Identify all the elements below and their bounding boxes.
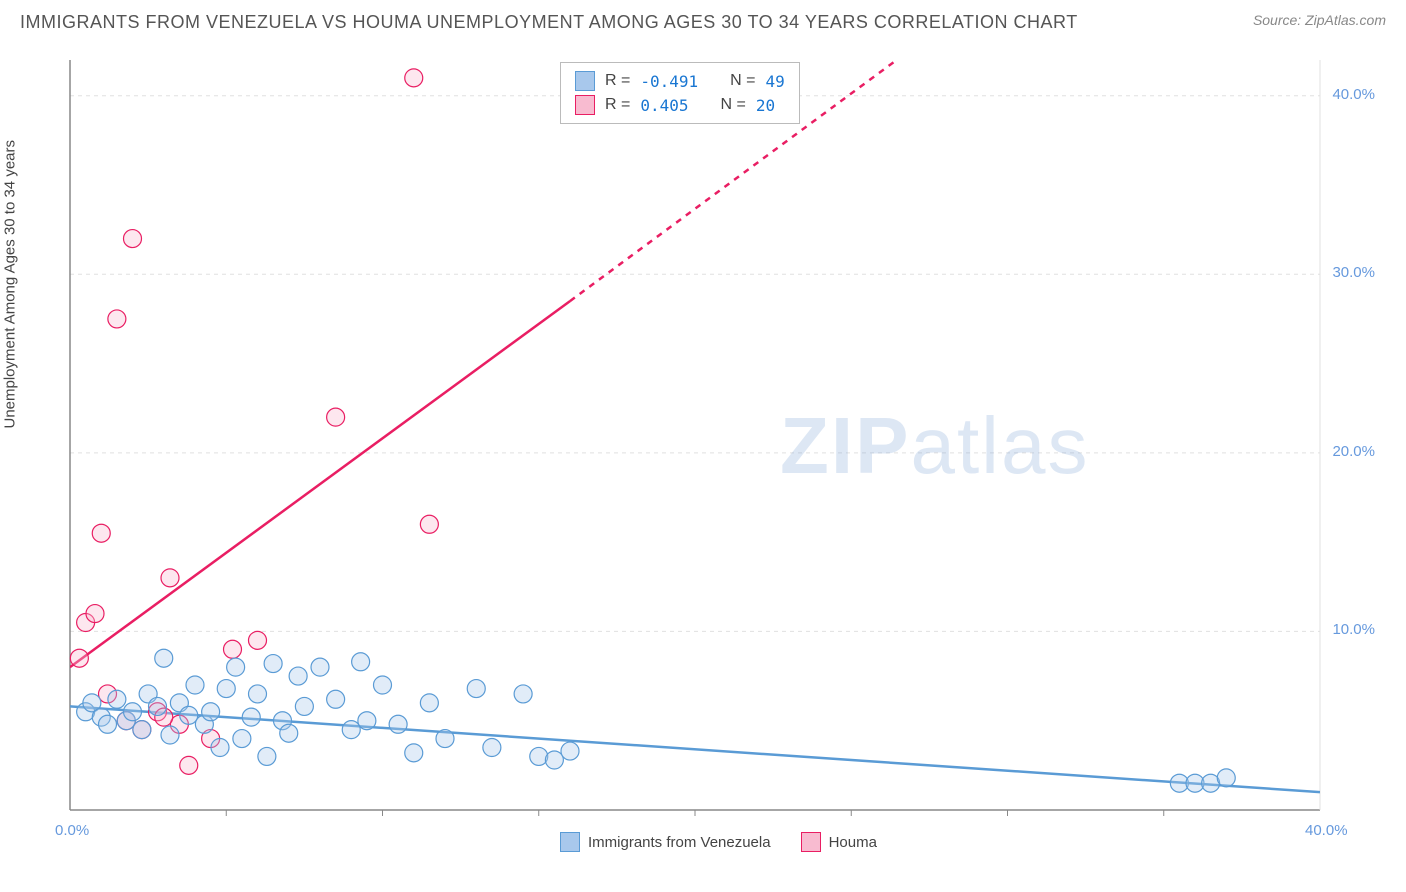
source-attribution: Source: ZipAtlas.com <box>1253 12 1386 28</box>
y-tick-label: 20.0% <box>1332 443 1375 460</box>
scatter-plot-svg <box>60 50 1380 850</box>
y-axis-label: Unemployment Among Ages 30 to 34 years <box>2 140 19 429</box>
legend-item-series-a: Immigrants from Venezuela <box>560 832 771 852</box>
x-tick-label: 40.0% <box>1305 822 1348 839</box>
legend-label-b: Houma <box>829 834 877 851</box>
swatch-series-a <box>575 71 595 91</box>
correlation-stats-box: R = -0.491 N = 49 R = 0.405 N = 20 <box>560 62 800 124</box>
swatch-series-b <box>575 95 595 115</box>
n-value-b: 20 <box>756 96 775 115</box>
n-label-a: N = <box>730 72 755 90</box>
y-tick-label: 30.0% <box>1332 264 1375 281</box>
n-value-a: 49 <box>765 72 784 91</box>
r-value-a: -0.491 <box>640 72 698 91</box>
y-tick-label: 10.0% <box>1332 621 1375 638</box>
legend-item-series-b: Houma <box>801 832 877 852</box>
stats-row-series-b: R = 0.405 N = 20 <box>575 93 785 117</box>
chart-title: IMMIGRANTS FROM VENEZUELA VS HOUMA UNEMP… <box>20 12 1078 33</box>
n-label-b: N = <box>721 96 746 114</box>
r-value-b: 0.405 <box>640 96 688 115</box>
legend-label-a: Immigrants from Venezuela <box>588 834 771 851</box>
stats-row-series-a: R = -0.491 N = 49 <box>575 69 785 93</box>
x-tick-label: 0.0% <box>55 822 89 839</box>
chart-plot-area: ZIPatlas R = -0.491 N = 49 R = 0.405 N =… <box>60 50 1380 850</box>
legend-swatch-b <box>801 832 821 852</box>
bottom-legend: Immigrants from Venezuela Houma <box>560 832 877 852</box>
r-label-a: R = <box>605 72 630 90</box>
r-label-b: R = <box>605 96 630 114</box>
legend-swatch-a <box>560 832 580 852</box>
y-tick-label: 40.0% <box>1332 86 1375 103</box>
